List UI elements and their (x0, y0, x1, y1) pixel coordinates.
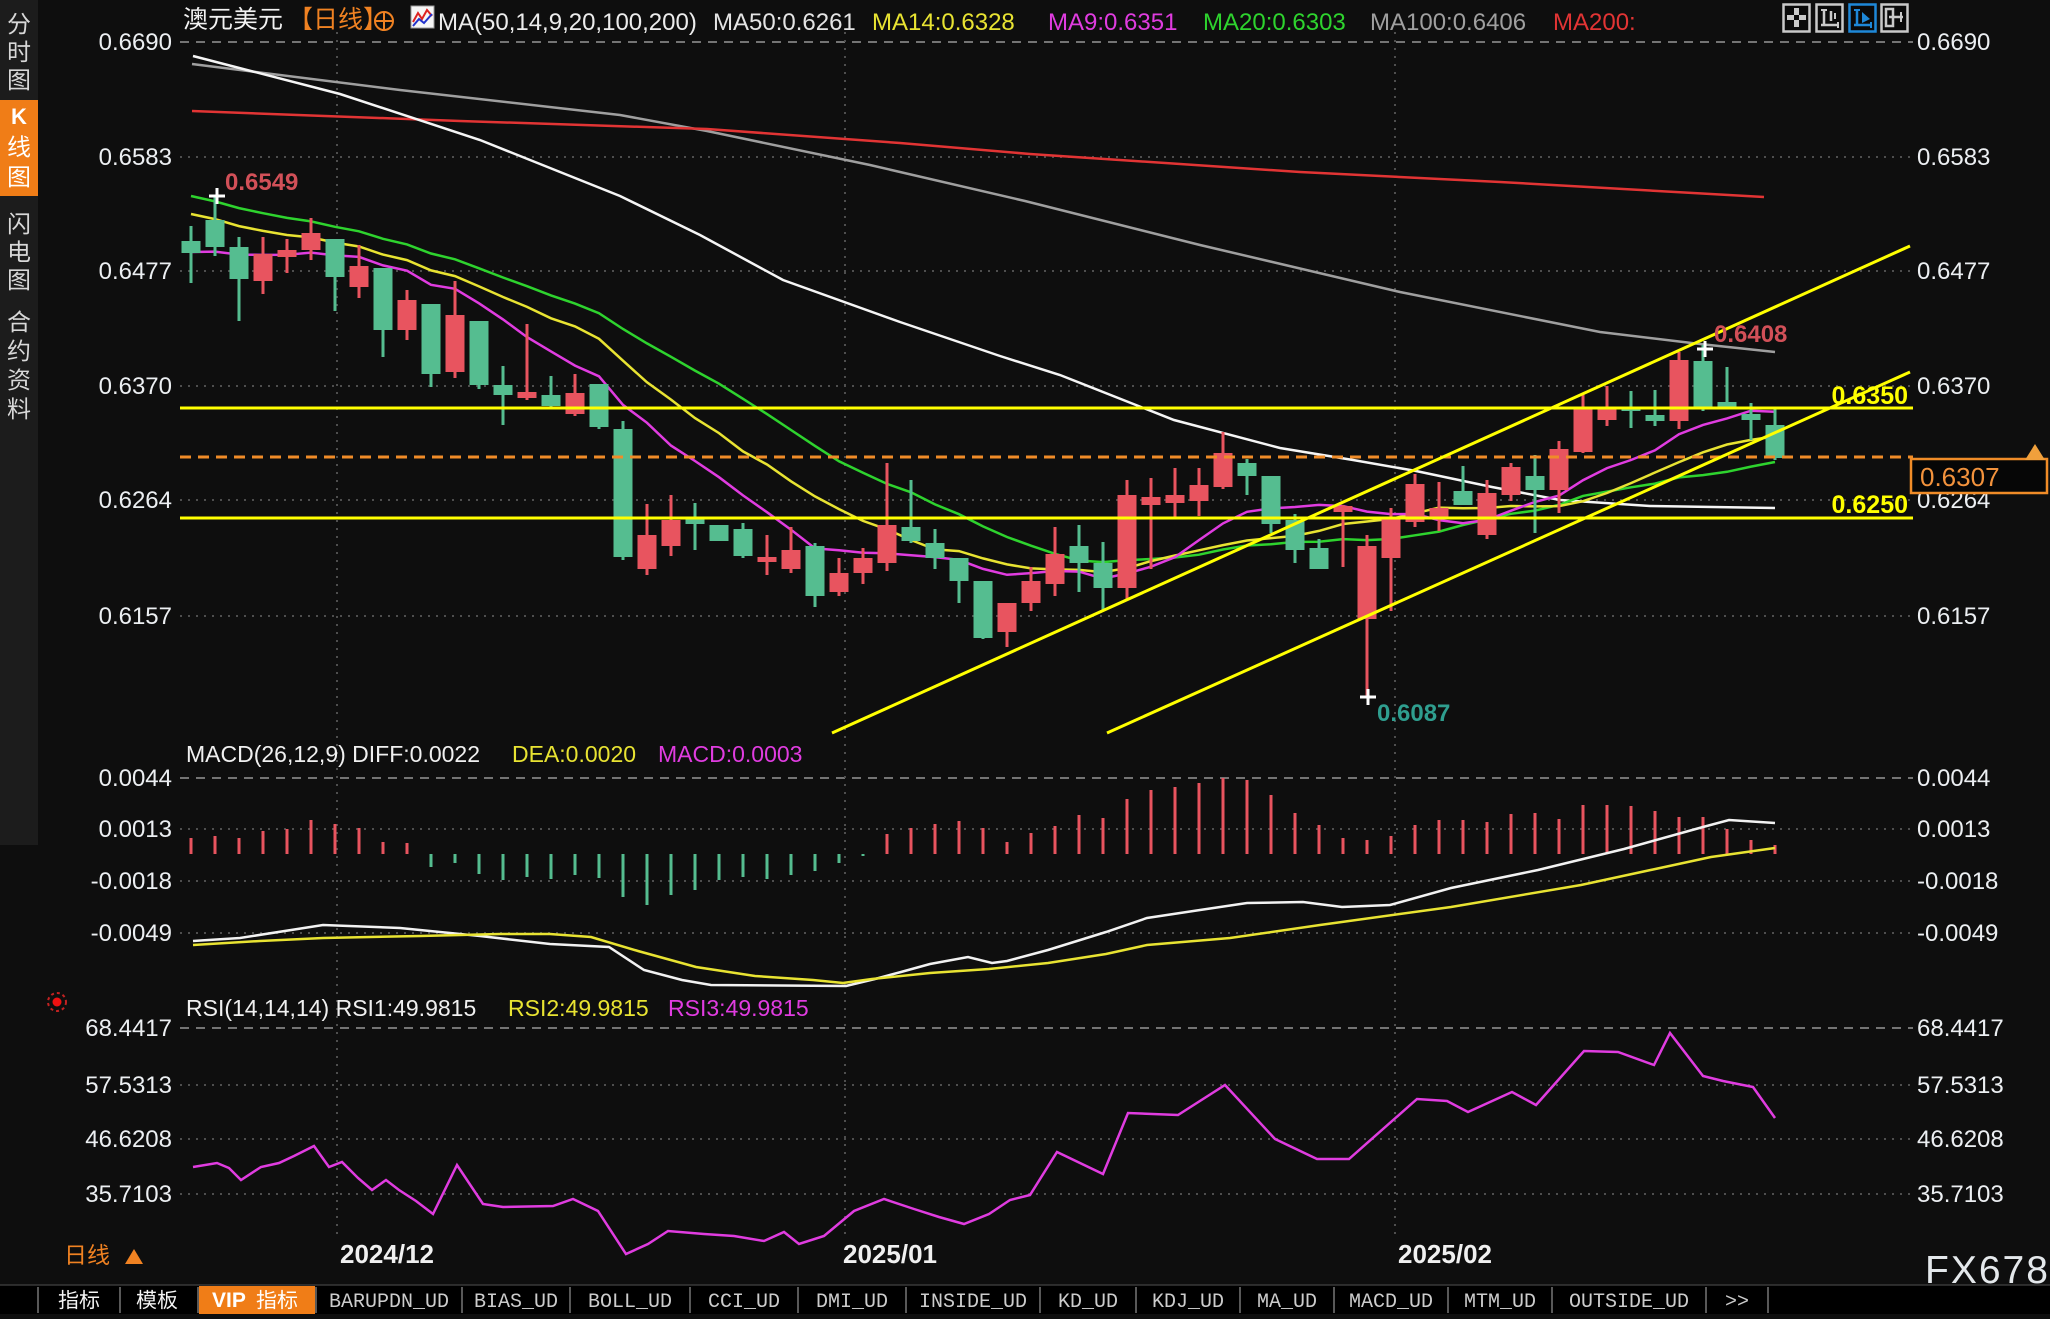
svg-text:0.6157: 0.6157 (99, 603, 172, 630)
svg-text:MA_UD: MA_UD (1257, 1291, 1317, 1314)
svg-text:DEA:0.0020: DEA:0.0020 (512, 741, 636, 767)
svg-text:0.6477: 0.6477 (1917, 258, 1990, 285)
svg-text:0.0013: 0.0013 (1917, 816, 1990, 843)
svg-text:BIAS_UD: BIAS_UD (474, 1291, 558, 1314)
svg-text:DMI_UD: DMI_UD (816, 1291, 888, 1314)
svg-text:2025/01: 2025/01 (843, 1239, 937, 1269)
svg-text:MA200:: MA200: (1553, 9, 1636, 36)
svg-text:0.6157: 0.6157 (1917, 603, 1990, 630)
svg-text:RSI2:49.9815: RSI2:49.9815 (508, 995, 649, 1021)
svg-text:2024/12: 2024/12 (340, 1239, 434, 1269)
svg-text:BOLL_UD: BOLL_UD (588, 1291, 672, 1314)
svg-text:MACD_UD: MACD_UD (1349, 1291, 1433, 1314)
svg-text:-0.0018: -0.0018 (1917, 868, 1998, 895)
svg-text:0.6087: 0.6087 (1377, 700, 1450, 727)
svg-text:MTM_UD: MTM_UD (1464, 1291, 1536, 1314)
svg-text:0.6583: 0.6583 (99, 144, 172, 171)
svg-text:-0.0018: -0.0018 (91, 868, 172, 895)
svg-text:-0.0049: -0.0049 (1917, 920, 1998, 947)
svg-text:35.7103: 35.7103 (1917, 1181, 2004, 1208)
svg-text:57.5313: 57.5313 (85, 1072, 172, 1099)
svg-text:0.0044: 0.0044 (99, 765, 172, 792)
svg-text:RSI(14,14,14) RSI1:49.9815: RSI(14,14,14) RSI1:49.9815 (186, 995, 476, 1021)
svg-text:>>: >> (1725, 1291, 1749, 1314)
svg-text:68.4417: 68.4417 (85, 1015, 172, 1042)
svg-text:0.6408: 0.6408 (1714, 321, 1787, 348)
svg-text:MA14:0.6328: MA14:0.6328 (872, 9, 1015, 36)
svg-text:VIP: VIP (212, 1289, 246, 1312)
svg-text:57.5313: 57.5313 (1917, 1072, 2004, 1099)
svg-text:2025/02: 2025/02 (1398, 1239, 1492, 1269)
svg-text:46.6208: 46.6208 (1917, 1126, 2004, 1153)
svg-text:MA100:0.6406: MA100:0.6406 (1370, 9, 1526, 36)
svg-text:OUTSIDE_UD: OUTSIDE_UD (1569, 1291, 1689, 1314)
svg-text:0.6307: 0.6307 (1920, 462, 2000, 492)
svg-text:MACD:0.0003: MACD:0.0003 (658, 741, 802, 767)
svg-text:INSIDE_UD: INSIDE_UD (919, 1291, 1027, 1314)
svg-text:35.7103: 35.7103 (85, 1181, 172, 1208)
svg-text:0.6690: 0.6690 (99, 29, 172, 56)
svg-text:0.6250: 0.6250 (1832, 491, 1908, 519)
svg-text:RSI3:49.9815: RSI3:49.9815 (668, 995, 809, 1021)
svg-text:KD_UD: KD_UD (1058, 1291, 1118, 1314)
svg-text:-0.0049: -0.0049 (91, 920, 172, 947)
svg-text:MA9:0.6351: MA9:0.6351 (1048, 9, 1177, 36)
svg-text:MA(50,14,9,20,100,200): MA(50,14,9,20,100,200) (438, 9, 697, 36)
svg-text:68.4417: 68.4417 (1917, 1015, 2004, 1042)
svg-text:0.0013: 0.0013 (99, 816, 172, 843)
svg-text:0.6370: 0.6370 (99, 373, 172, 400)
svg-text:BARUPDN_UD: BARUPDN_UD (329, 1291, 449, 1314)
svg-text:MA50:0.6261: MA50:0.6261 (713, 9, 856, 36)
svg-text:0.6690: 0.6690 (1917, 29, 1990, 56)
svg-text:K: K (11, 104, 27, 129)
svg-text:0.6264: 0.6264 (99, 487, 172, 514)
svg-text:0.0044: 0.0044 (1917, 765, 1990, 792)
svg-text:MACD(26,12,9) DIFF:0.0022: MACD(26,12,9) DIFF:0.0022 (186, 741, 480, 767)
svg-text:0.6477: 0.6477 (99, 258, 172, 285)
svg-text:0.6370: 0.6370 (1917, 373, 1990, 400)
svg-text:0.6549: 0.6549 (225, 169, 298, 196)
svg-text:MA20:0.6303: MA20:0.6303 (1203, 9, 1346, 36)
svg-text:KDJ_UD: KDJ_UD (1152, 1291, 1224, 1314)
svg-text:0.6350: 0.6350 (1832, 382, 1908, 410)
svg-text:46.6208: 46.6208 (85, 1126, 172, 1153)
svg-text:CCI_UD: CCI_UD (708, 1291, 780, 1314)
svg-text:0.6583: 0.6583 (1917, 144, 1990, 171)
